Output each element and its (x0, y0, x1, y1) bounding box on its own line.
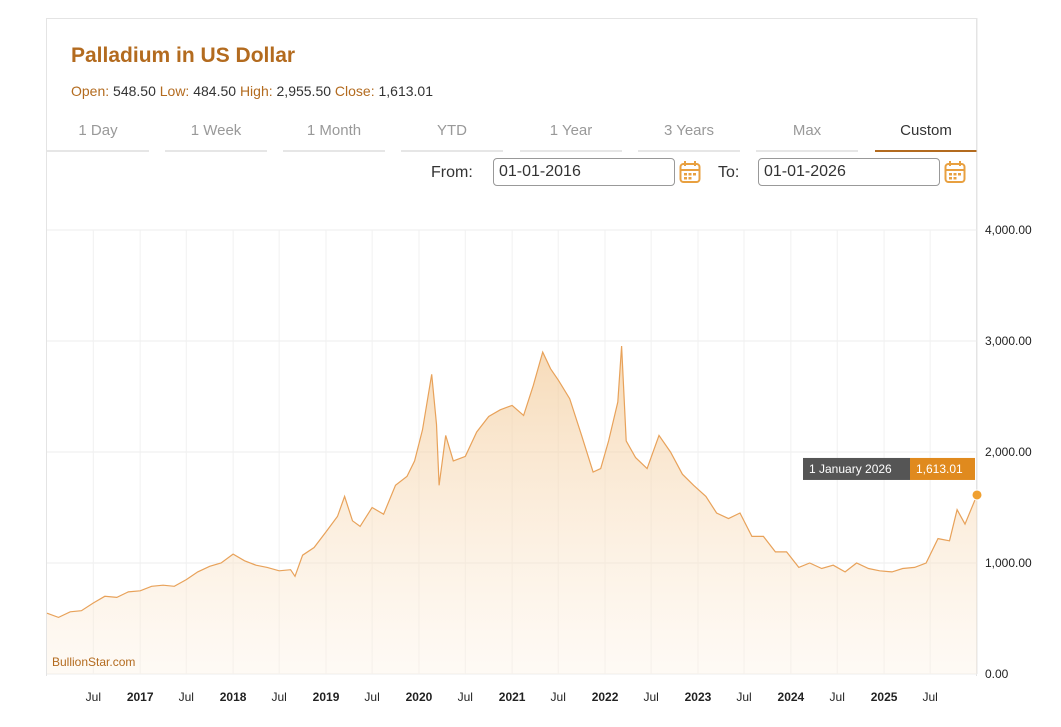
x-tick-label: Jul (830, 690, 845, 704)
high-value: 2,955.50 (276, 83, 332, 99)
tab-1-year[interactable]: 1 Year (520, 118, 622, 152)
tab-3-years[interactable]: 3 Years (638, 118, 740, 152)
from-calendar-icon[interactable] (679, 160, 701, 184)
from-label: From: (431, 164, 473, 181)
y-tick-label: 4,000.00 (985, 223, 1032, 237)
to-date-input[interactable] (758, 158, 940, 186)
tooltip-date-bg (803, 457, 910, 480)
x-tick-label: Jul (551, 690, 566, 704)
close-label: Close: (334, 83, 375, 99)
x-tick-label: 2017 (127, 690, 154, 704)
y-axis-ticks: 0.00 1,000.00 2,000.00 3,000.00 4,000.00 (985, 223, 1032, 681)
x-tick-label: Jul (458, 690, 473, 704)
x-tick-label: Jul (736, 690, 751, 704)
x-tick-label: Jul (922, 690, 937, 704)
open-label: Open: (71, 83, 110, 99)
price-line (46, 345, 978, 619)
last-point-marker[interactable] (971, 489, 983, 501)
open-value: 548.50 (113, 83, 156, 99)
x-tick-label: 2025 (871, 690, 898, 704)
low-label: Low: (159, 83, 190, 99)
x-tick-label: 2018 (220, 690, 247, 704)
low-value: 484.50 (193, 83, 237, 99)
x-axis-ticks: Jul 2017 Jul 2018 Jul 2019 Jul 2020 Jul 2021 Jul 20… (86, 690, 938, 704)
x-tick-label: 2024 (778, 690, 805, 704)
chart-title: Palladium in US Dollar (71, 44, 296, 67)
x-tick-label: Jul (272, 690, 287, 704)
tab-1-month[interactable]: 1 Month (283, 118, 385, 152)
tab-1-day[interactable]: 1 Day (47, 118, 149, 152)
x-tick-label: 2021 (499, 690, 526, 704)
x-tick-label: Jul (364, 690, 379, 704)
y-tick-label: 2,000.00 (985, 445, 1032, 459)
high-label: High: (239, 83, 273, 99)
x-tick-label: 2020 (406, 690, 433, 704)
x-tick-label: 2023 (685, 690, 712, 704)
from-date-input[interactable] (493, 158, 675, 186)
source-credit: BullionStar.com (52, 655, 136, 669)
tab-max[interactable]: Max (756, 118, 858, 152)
y-tick-label: 1,000.00 (985, 556, 1032, 570)
price-area (47, 346, 977, 674)
x-tick-label: Jul (179, 690, 194, 704)
to-calendar-icon[interactable] (944, 160, 966, 184)
tooltip-date: 1 January 2026 (809, 462, 892, 476)
to-label: To: (718, 164, 740, 181)
price-tooltip: 1 January 2026 1,613.01 (803, 457, 975, 480)
y-tick-label: 3,000.00 (985, 334, 1032, 348)
x-tick-label: 2022 (592, 690, 619, 704)
y-tick-label: 0.00 (985, 667, 1009, 681)
range-tabs: 1 Day 1 Week 1 Month YTD 1 Year 3 Years … (0, 118, 1061, 152)
x-tick-label: Jul (643, 690, 658, 704)
close-value: 1,613.01 (378, 83, 433, 99)
tab-1-week[interactable]: 1 Week (165, 118, 267, 152)
x-tick-label: 2019 (313, 690, 340, 704)
tab-ytd[interactable]: YTD (401, 118, 503, 152)
tooltip-value-bg (910, 457, 975, 480)
ohlc-summary: Open: 548.50 Low: 484.50 High: 2,955.50 … (71, 83, 433, 99)
tooltip-value: 1,613.01 (916, 462, 963, 476)
tab-custom[interactable]: Custom (875, 118, 977, 152)
x-tick-label: Jul (86, 690, 101, 704)
